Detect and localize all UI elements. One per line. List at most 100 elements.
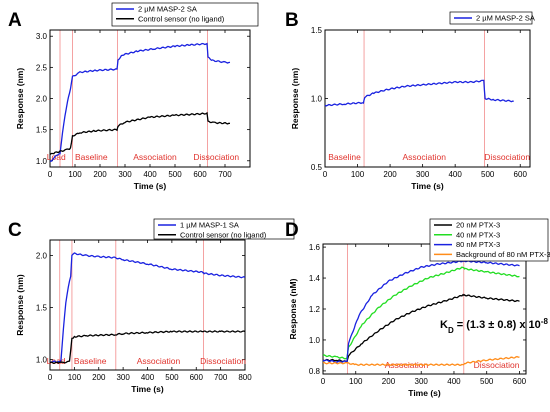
y-tick-label: 2.0	[36, 95, 48, 104]
y-axis-label: Response (nm)	[15, 68, 25, 130]
x-tick-label: 600	[514, 170, 528, 179]
series-line-1	[322, 266, 520, 360]
x-axis-label: Time (s)	[134, 181, 167, 191]
y-tick-label: 1.5	[311, 26, 323, 35]
phase-label: Association	[133, 152, 177, 162]
phase-label: Association	[403, 152, 447, 162]
panel-label: D	[285, 220, 299, 241]
panel-label: A	[8, 10, 22, 31]
x-tick-label: 500	[168, 170, 182, 179]
series-line-0	[322, 293, 520, 364]
y-tick-label: 1.0	[36, 157, 48, 166]
legend-box	[153, 218, 295, 240]
legend-entry: Control sensor (no ligand)	[138, 14, 225, 23]
series-line-0	[49, 42, 231, 163]
x-tick-label: 500	[481, 170, 495, 179]
y-tick-label: 1.4	[309, 274, 321, 283]
x-tick-label: 600	[190, 373, 204, 382]
phase-label: Load	[47, 152, 66, 162]
legend-entry: 40 nM PTX-3	[456, 230, 500, 239]
x-tick-label: 0	[48, 170, 53, 179]
legend-entry: 20 nM PTX-3	[456, 221, 500, 230]
x-tick-label: 0	[48, 373, 53, 382]
y-tick-label: 1.0	[309, 336, 321, 345]
x-tick-label: 200	[382, 377, 396, 386]
x-tick-label: 600	[193, 170, 207, 179]
plot-frame	[49, 29, 251, 168]
x-tick-label: 200	[383, 170, 397, 179]
y-tick-label: 2.0	[36, 252, 48, 261]
x-tick-label: 400	[448, 170, 462, 179]
phase-label: Baseline	[74, 356, 107, 366]
legend-box	[111, 2, 259, 27]
x-tick-label: 0	[321, 377, 326, 386]
legend-entry: Control sensor (no ligand)	[180, 230, 267, 239]
y-tick-label: 2.5	[36, 63, 48, 72]
y-axis-label: Response (nm)	[290, 68, 300, 130]
x-tick-label: 100	[351, 170, 365, 179]
x-tick-label: 200	[92, 373, 106, 382]
y-tick-label: 3.0	[36, 32, 48, 41]
phase-label: Dissociation	[484, 152, 530, 162]
series-line-3	[322, 355, 520, 367]
x-tick-label: 400	[141, 373, 155, 382]
kd-annotation: KD = (1.3 ± 0.8) x 10-8 M	[440, 317, 550, 335]
x-tick-label: 700	[214, 373, 228, 382]
y-tick-label: 1.0	[311, 95, 323, 104]
y-tick-label: 1.0	[36, 356, 48, 365]
legend-entry: 80 nM PTX-3	[456, 240, 500, 249]
x-axis-label: Time (s)	[408, 388, 441, 398]
legend-box	[449, 11, 533, 25]
kd-main: K	[440, 319, 448, 331]
panel-label: B	[285, 10, 299, 31]
phase-label: Association	[137, 356, 181, 366]
kd-unit: M	[548, 319, 550, 331]
legend-entry: Background of 80 nM PTX-3	[456, 250, 550, 259]
y-axis-label: Response (nm)	[15, 274, 25, 336]
series-line-0	[49, 252, 246, 364]
plot-frame	[49, 239, 246, 371]
x-tick-label: 600	[513, 377, 527, 386]
legend-entry: 1 µM MASP-1 SA	[180, 221, 239, 230]
y-tick-label: 0.5	[311, 163, 323, 172]
phase-label: Baseline	[328, 152, 361, 162]
y-tick-label: 1.6	[309, 243, 321, 252]
phase-label: Dissociation	[193, 152, 239, 162]
phase-label: Dissociation	[200, 356, 246, 366]
panel-a: A 0 100 200 300 400 500 600 700 1.0 1.5 2.0 2.5 3.0 Ti…	[8, 2, 259, 191]
panel-d: D 0 100 200 300 400 500 600 0.8 1.0 1.2 1.4 1.6 Time …	[285, 218, 550, 398]
x-tick-label: 300	[415, 377, 429, 386]
x-tick-label: 300	[416, 170, 430, 179]
legend-entry: 2 µM MASP-2 SA	[138, 5, 197, 14]
series-line-0	[324, 79, 514, 107]
x-tick-label: 100	[68, 170, 82, 179]
x-tick-label: 100	[68, 373, 82, 382]
phase-label: Dissociation	[474, 360, 520, 370]
x-tick-label: 300	[118, 170, 132, 179]
series-line-1	[49, 111, 231, 156]
x-tick-label: 200	[93, 170, 107, 179]
legend-entry: 2 µM MASP-2 SA	[476, 14, 535, 23]
y-tick-label: 1.2	[309, 305, 321, 314]
x-tick-label: 800	[238, 373, 252, 382]
legend-box	[429, 218, 549, 262]
panel-c: C 0 100 200 300 400 500 600 700 800 1.0 1.5 2.0 Time …	[8, 218, 295, 394]
x-tick-label: 300	[116, 373, 130, 382]
y-axis-label: Response (nM)	[288, 278, 298, 339]
series-line-1	[49, 330, 246, 364]
x-tick-label: 400	[447, 377, 461, 386]
panel-b: B 0 100 200 300 400 500 600 0.5 1.0 1.5 Time (s) Res…	[285, 10, 535, 191]
phase-label: Baseline	[75, 152, 108, 162]
phase-label: Load	[47, 356, 66, 366]
x-tick-label: 100	[349, 377, 363, 386]
x-tick-label: 500	[165, 373, 179, 382]
x-axis-label: Time (s)	[131, 384, 164, 394]
x-axis-label: Time (s)	[411, 181, 444, 191]
kd-sub: D	[448, 326, 454, 335]
y-tick-label: 0.8	[309, 367, 321, 376]
kd-exp: -8	[541, 317, 549, 326]
x-tick-label: 500	[480, 377, 494, 386]
plot-frame	[324, 29, 531, 168]
y-tick-label: 1.5	[36, 126, 48, 135]
